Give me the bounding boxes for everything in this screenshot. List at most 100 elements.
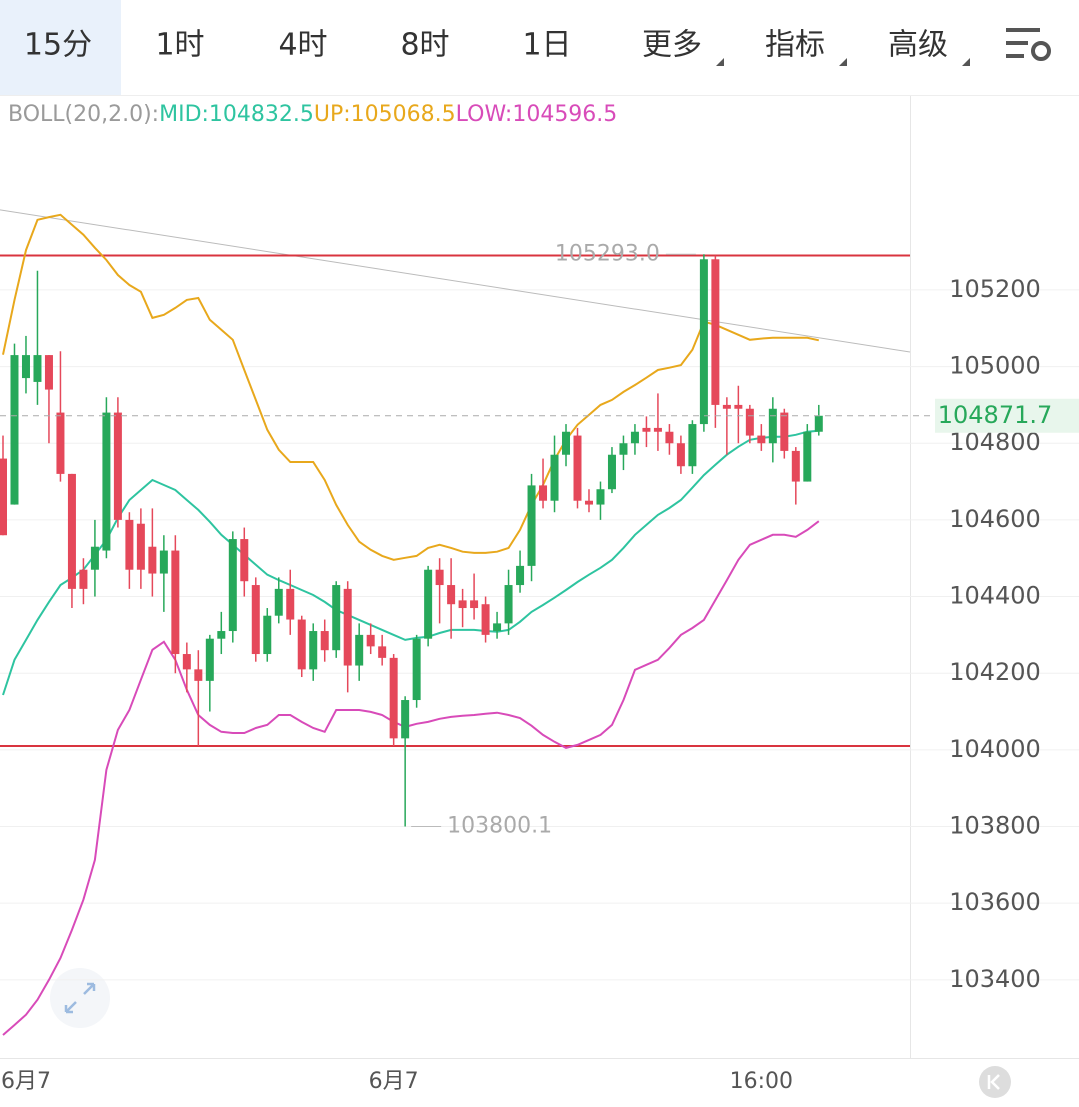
candle-body — [44, 355, 53, 390]
candle-body — [527, 485, 536, 566]
y-tick-label: 104000 — [949, 735, 1041, 763]
y-tick-label: 104600 — [949, 505, 1041, 533]
candle-body — [814, 415, 823, 432]
dropdown-caret — [716, 58, 724, 66]
candle-body — [791, 450, 800, 482]
legend: BOLL(20,2.0):MID:104832.5UP:105068.5LOW:… — [8, 102, 617, 127]
y-tick-label: 104200 — [949, 658, 1041, 686]
tab[interactable]: 指标 — [765, 28, 825, 63]
tab[interactable]: 更多 — [642, 28, 702, 63]
tab[interactable]: 8时 — [400, 28, 449, 63]
candle-body — [194, 669, 203, 681]
candle-body — [0, 458, 7, 536]
candle-body — [607, 454, 616, 490]
tab[interactable]: 1时 — [155, 28, 204, 63]
boll-band — [2, 429, 819, 696]
candle-body — [688, 424, 697, 467]
candle-body — [21, 355, 30, 379]
candle-body — [102, 412, 111, 551]
dropdown-caret — [839, 58, 847, 66]
candle-body — [10, 355, 19, 505]
y-tick-label: 104400 — [949, 582, 1041, 610]
candle-body — [516, 565, 525, 586]
y-tick-label: 103400 — [949, 965, 1041, 993]
candle-body — [309, 631, 318, 670]
candle-body — [90, 546, 99, 570]
candle-body — [711, 259, 720, 405]
expand-icon[interactable] — [50, 968, 110, 1028]
candle-body — [240, 539, 249, 582]
legend-item: UP:105068.5 — [314, 102, 456, 127]
candle-body — [676, 443, 685, 467]
tab[interactable]: 15分 — [24, 28, 92, 63]
candle-body — [803, 431, 812, 482]
last-price-label: 104871.7 — [938, 401, 1053, 429]
boll-band — [2, 213, 820, 561]
candle-body — [171, 550, 180, 655]
tab[interactable]: 1日 — [522, 28, 571, 63]
candle-body — [780, 412, 789, 451]
candle-body — [562, 431, 571, 455]
candle-body — [251, 585, 260, 655]
candle-body — [159, 550, 168, 574]
candle-body — [470, 600, 479, 609]
candle-body — [389, 657, 398, 739]
candle-body — [734, 404, 743, 409]
candle-body — [447, 585, 456, 605]
candle-body — [274, 588, 283, 616]
y-tick-label: 105200 — [949, 275, 1041, 303]
scroll-end-icon[interactable] — [979, 1066, 1011, 1098]
candle-body — [79, 569, 88, 589]
candle-body — [228, 539, 237, 632]
candle-body — [458, 600, 467, 609]
candle-body — [205, 638, 214, 681]
candle-body — [435, 569, 444, 586]
candle-body — [33, 355, 42, 382]
candle-body — [355, 634, 364, 666]
legend-item: MID:104832.5 — [159, 102, 314, 127]
boll-band — [2, 520, 820, 1036]
tab[interactable]: 4时 — [278, 28, 327, 63]
y-tick-label: 104800 — [949, 428, 1041, 456]
candle-body — [757, 435, 766, 444]
settings-icon[interactable] — [1006, 28, 1051, 61]
candle-body — [320, 631, 329, 651]
candle-body — [481, 604, 490, 635]
candle-body — [768, 408, 777, 444]
tab[interactable]: 高级 — [888, 28, 948, 63]
legend-item: LOW:104596.5 — [456, 102, 618, 127]
active-tab-bg — [0, 0, 121, 95]
candle-body — [217, 631, 226, 639]
candle-body — [699, 259, 708, 425]
candle-body — [630, 431, 639, 444]
candle-body — [745, 408, 754, 436]
candle-body — [573, 435, 582, 501]
candle-body — [148, 546, 157, 574]
candle-body — [653, 427, 662, 432]
candle-body — [263, 615, 272, 655]
candle-body — [332, 585, 341, 651]
candle-body — [642, 427, 651, 432]
y-tick-label: 105000 — [949, 352, 1041, 380]
candle-body — [366, 634, 375, 647]
candle-body — [286, 588, 295, 620]
trend-line — [0, 209, 911, 353]
candle-body — [67, 473, 76, 589]
candle-body — [539, 485, 548, 501]
candle-body — [424, 569, 433, 639]
last-price-box — [935, 398, 1079, 433]
candle-body — [297, 619, 306, 670]
candle-body — [113, 412, 122, 520]
candle-body — [401, 700, 410, 739]
x-tick-label: 16:00 — [730, 1069, 793, 1094]
y-tick-label: 103800 — [949, 812, 1041, 840]
candle-body — [125, 519, 134, 570]
candle-body — [378, 646, 387, 658]
candle-body — [504, 585, 513, 624]
annotation: 105293.0 — [555, 241, 660, 266]
candle-body — [550, 454, 559, 501]
x-tick-label: 6月7 — [1, 1069, 51, 1094]
candle-body — [182, 654, 191, 670]
candle-body — [343, 588, 352, 666]
annotation: 103800.1 — [447, 813, 552, 838]
